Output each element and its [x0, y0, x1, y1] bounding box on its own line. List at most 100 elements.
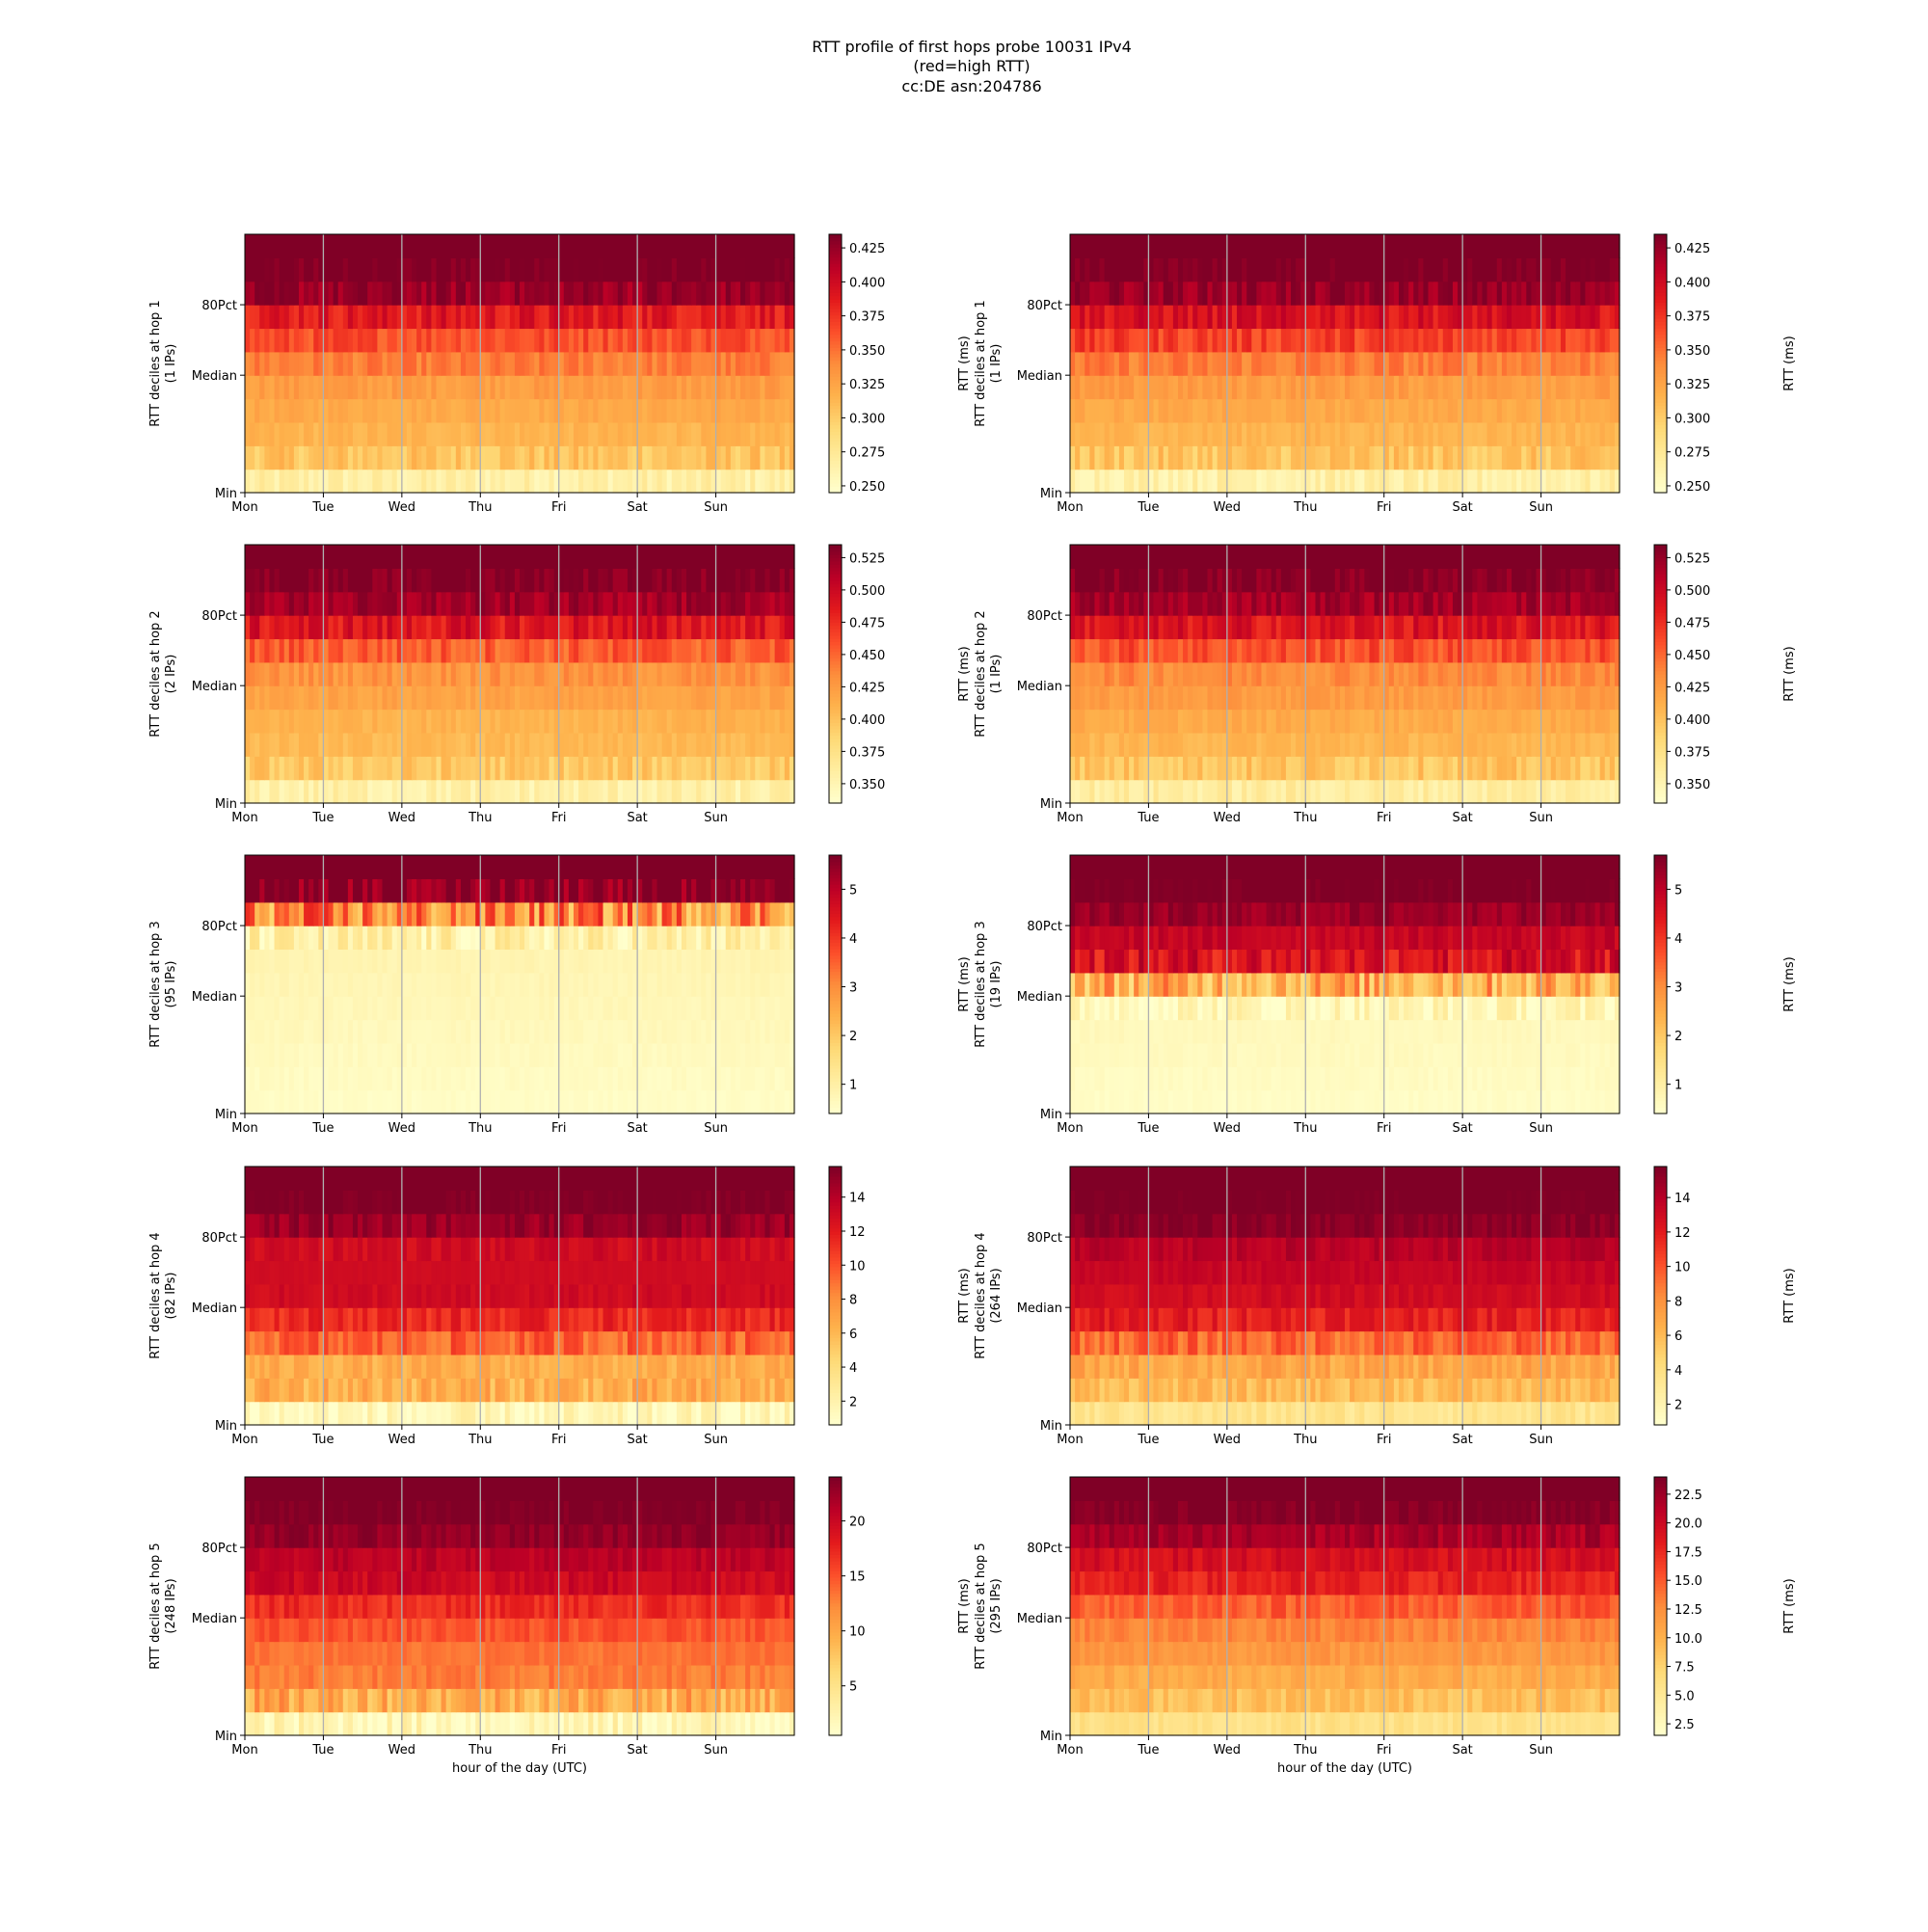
- heat-cell: [716, 710, 722, 734]
- heat-cell: [245, 399, 251, 423]
- heat-cell: [662, 685, 668, 710]
- heat-cell: [1330, 710, 1336, 734]
- heat-cell: [1556, 710, 1562, 734]
- heat-cell: [1330, 352, 1336, 376]
- heat-cell: [1399, 733, 1405, 757]
- heat-cell: [726, 445, 732, 470]
- heat-cell: [1516, 399, 1522, 423]
- heat-cell: [1218, 638, 1223, 662]
- heat-cell: [289, 568, 295, 592]
- heat-cell: [736, 305, 741, 329]
- heat-cell: [1246, 234, 1252, 258]
- colorbar-tick-label: 0.375: [849, 745, 885, 760]
- heat-cell: [1178, 422, 1184, 446]
- heat-cell: [275, 662, 281, 686]
- heat-cell: [578, 445, 584, 470]
- heat-cell: [696, 545, 702, 569]
- heat-cell: [1286, 422, 1292, 446]
- heat-cell: [1315, 282, 1321, 306]
- heat-cell: [549, 257, 555, 282]
- heat-cell: [706, 592, 711, 616]
- heat-cell: [1272, 399, 1277, 423]
- heat-cell: [559, 568, 565, 592]
- heat-cell: [299, 257, 305, 282]
- heat-cell: [593, 234, 599, 258]
- heat-cell: [436, 756, 442, 780]
- heat-cell: [1526, 234, 1532, 258]
- heat-cell: [334, 662, 339, 686]
- heat-cell: [367, 375, 373, 399]
- heat-cell: [280, 305, 285, 329]
- heat-cell: [412, 422, 417, 446]
- heat-cell: [1089, 375, 1095, 399]
- heat-cell: [466, 422, 471, 446]
- heat-cell: [1448, 445, 1454, 470]
- heat-cell: [1502, 615, 1508, 639]
- heat-cell: [392, 545, 398, 569]
- heat-cell: [598, 234, 603, 258]
- heat-cell: [1237, 756, 1243, 780]
- heat-cell: [1192, 328, 1198, 352]
- heat-cell: [760, 305, 765, 329]
- heat-cell: [329, 328, 335, 352]
- heat-cell: [284, 328, 290, 352]
- heat-cell: [731, 662, 736, 686]
- heat-cell: [637, 375, 643, 399]
- heat-cell: [1148, 282, 1154, 306]
- heat-cell: [1462, 257, 1468, 282]
- heat-cell: [662, 257, 668, 282]
- heat-cell: [1462, 733, 1468, 757]
- heat-cell: [1354, 662, 1360, 686]
- heat-cell: [1330, 257, 1336, 282]
- heat-cell: [1173, 780, 1179, 804]
- heat-cell: [1330, 685, 1336, 710]
- heat-cell: [348, 710, 354, 734]
- heat-cell: [1551, 710, 1557, 734]
- heat-cell: [1497, 470, 1503, 494]
- heat-cell: [451, 638, 457, 662]
- heat-cell: [1487, 399, 1493, 423]
- heat-cell: [1335, 234, 1341, 258]
- heat-cell: [451, 756, 457, 780]
- heat-cell: [1350, 328, 1355, 352]
- heat-cell: [299, 592, 305, 616]
- heat-cell: [1531, 733, 1537, 757]
- heat-cell: [358, 352, 363, 376]
- heat-cell: [280, 234, 285, 258]
- heat-cell: [515, 756, 521, 780]
- heat-cell: [618, 545, 624, 569]
- heat-cell: [1310, 710, 1316, 734]
- heat-cell: [662, 422, 668, 446]
- heat-cell: [1276, 615, 1282, 639]
- heat-cell: [1188, 710, 1193, 734]
- heat-cell: [1330, 780, 1336, 804]
- heat-cell: [647, 568, 653, 592]
- heat-cell: [1429, 756, 1434, 780]
- heat-cell: [470, 638, 476, 662]
- heat-cell: [1375, 710, 1380, 734]
- heat-cell: [1354, 445, 1360, 470]
- heat-cell: [1345, 257, 1351, 282]
- heat-cell: [446, 615, 452, 639]
- heat-cell: [1384, 257, 1390, 282]
- heat-cell: [1291, 733, 1297, 757]
- heat-cell: [1267, 615, 1272, 639]
- heat-cell: [1369, 257, 1375, 282]
- heat-cell: [446, 638, 452, 662]
- heat-cell: [500, 234, 506, 258]
- heat-cell: [623, 234, 629, 258]
- heat-cell: [299, 282, 305, 306]
- heat-cell: [1192, 234, 1198, 258]
- heat-cell: [1423, 685, 1429, 710]
- heat-cell: [1080, 328, 1085, 352]
- heat-cell: [1202, 470, 1208, 494]
- heat-cell: [1359, 399, 1365, 423]
- heat-cell: [1272, 375, 1277, 399]
- heat-cell: [505, 662, 511, 686]
- heat-cell: [628, 470, 633, 494]
- heat-cell: [456, 638, 462, 662]
- heat-cell: [1178, 328, 1184, 352]
- heat-cell: [294, 710, 300, 734]
- heat-cell: [367, 545, 373, 569]
- heat-cell: [785, 545, 790, 569]
